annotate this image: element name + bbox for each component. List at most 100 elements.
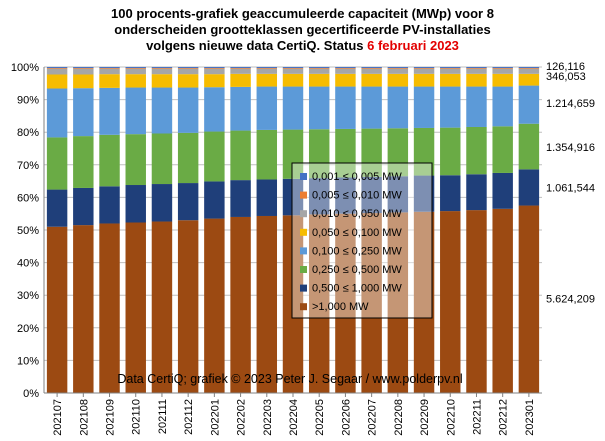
bar-segment: [492, 126, 513, 173]
value-annotation: 1.061,544: [546, 183, 595, 195]
legend-swatch: [300, 303, 307, 311]
title-line-3: volgens nieuwe data CertiQ. Status 6 feb…: [0, 38, 605, 54]
x-tick-label: 202201: [209, 399, 221, 436]
bar-segment: [151, 221, 173, 393]
chart-title: 100 procents-grafiek geaccumuleerde capa…: [0, 6, 605, 54]
bar-segment: [387, 86, 409, 129]
bar-segment: [204, 74, 225, 88]
bar-segment: [335, 213, 356, 393]
bar-segment: [230, 67, 251, 68]
legend-swatch: [300, 228, 307, 236]
bar-segment: [282, 68, 304, 74]
y-tick-label: 10%: [17, 355, 39, 367]
bar-segment: [282, 73, 304, 87]
bar-segment: [335, 128, 356, 178]
bar-segment: [335, 67, 356, 68]
legend-swatch: [300, 173, 307, 180]
x-tick-label: 202108: [78, 399, 90, 436]
bar-segment: [230, 67, 251, 69]
y-tick-label: 0%: [23, 388, 39, 400]
bar-segment: [440, 211, 461, 393]
bar-segment: [308, 86, 330, 130]
y-tick-label: 80%: [17, 127, 39, 139]
bar-segment: [46, 67, 68, 68]
x-tick-label: 202111: [157, 399, 169, 434]
bar-segment: [361, 73, 382, 87]
bar-segment: [99, 67, 120, 68]
bar-segment: [256, 73, 278, 87]
bar-segment: [387, 128, 409, 177]
bar-segment: [466, 174, 487, 211]
bar-segment: [256, 68, 278, 74]
bar-segment: [387, 68, 409, 74]
bar-segment: [99, 134, 120, 187]
y-axis: 0% 10% 20% 30% 40% 50% 60% 70% 80% 90% 100%: [11, 62, 45, 400]
bar-segment: [492, 68, 513, 74]
bar-segment: [151, 68, 173, 75]
x-tick-label: 202205: [314, 399, 326, 436]
legend: 0,001 ≤ 0,005 MW 0,005 ≤ 0,010 MW 0,010 ≤ …: [291, 162, 433, 319]
bar-segment: [73, 187, 94, 226]
bar-segment: [361, 128, 382, 177]
bar-segment: [151, 184, 173, 222]
legend-label: >1,000 MW: [312, 301, 369, 313]
value-annotation: 1.354,916: [546, 142, 595, 154]
bar-segment: [518, 67, 540, 69]
bar-segment: [46, 189, 68, 227]
bar-segment: [256, 215, 278, 393]
x-tick-label: 202212: [498, 399, 510, 436]
bar-segment: [308, 67, 330, 69]
bar-segment: [125, 67, 146, 68]
x-axis: 202107 202108 202109 202110 202111 202112 2022…: [44, 392, 542, 436]
bar-segment: [308, 178, 330, 215]
x-tick-label: 202209: [419, 399, 431, 436]
bar-segment: [413, 68, 435, 74]
bar-segment: [466, 73, 487, 87]
bar-segment: [492, 67, 513, 69]
bar-segment: [230, 130, 251, 181]
bar-segment: [125, 68, 146, 75]
bar-segment: [46, 137, 68, 190]
x-tick-label: 202204: [288, 399, 300, 436]
title-line-2: onderscheiden grootteklassen gecertifice…: [114, 22, 491, 37]
bar-segment: [99, 74, 120, 88]
bar-segment: [99, 223, 120, 393]
bar-segment: [204, 87, 225, 132]
bar-segment: [335, 73, 356, 87]
x-tick-label: 202112: [183, 399, 195, 435]
bar-segment: [46, 68, 68, 75]
legend-box: [291, 162, 433, 319]
x-tick-label: 202210: [445, 399, 457, 436]
bar-segment: [518, 85, 540, 124]
bar-segment: [308, 73, 330, 87]
bar-segment: [46, 74, 68, 89]
bar-segment: [308, 67, 330, 68]
bar-segment: [177, 132, 199, 184]
legend-label: 0,005 ≤ 0,010 MW: [312, 190, 402, 202]
bar-segment: [230, 86, 251, 131]
bar-segment: [282, 67, 304, 69]
bar-segment: [151, 67, 173, 68]
bar-segment: [335, 177, 356, 214]
x-tick-label: 202208: [393, 399, 405, 436]
bar-segment: [440, 127, 461, 176]
bar-segment: [99, 186, 120, 224]
bar-segment: [177, 74, 199, 88]
bar-segment: [335, 86, 356, 129]
bar-segment: [204, 131, 225, 182]
title-date: 6 februari 2023: [367, 38, 459, 53]
bar-segment: [308, 68, 330, 74]
bar-segment: [151, 87, 173, 134]
legend-label: 0,250 ≤ 0,500 MW: [312, 264, 402, 276]
legend-label: 0,010 ≤ 0,050 MW: [312, 208, 402, 220]
y-tick-label: 40%: [17, 258, 39, 270]
bar-segment: [308, 214, 330, 393]
bar-segment: [99, 67, 120, 69]
bar-segment: [466, 67, 487, 68]
y-tick-label: 60%: [17, 192, 39, 204]
bar-segment: [440, 67, 461, 69]
bar-segment: [125, 222, 146, 393]
bar-segment: [282, 129, 304, 179]
bar-segment: [413, 86, 435, 128]
bar-segment: [387, 73, 409, 87]
